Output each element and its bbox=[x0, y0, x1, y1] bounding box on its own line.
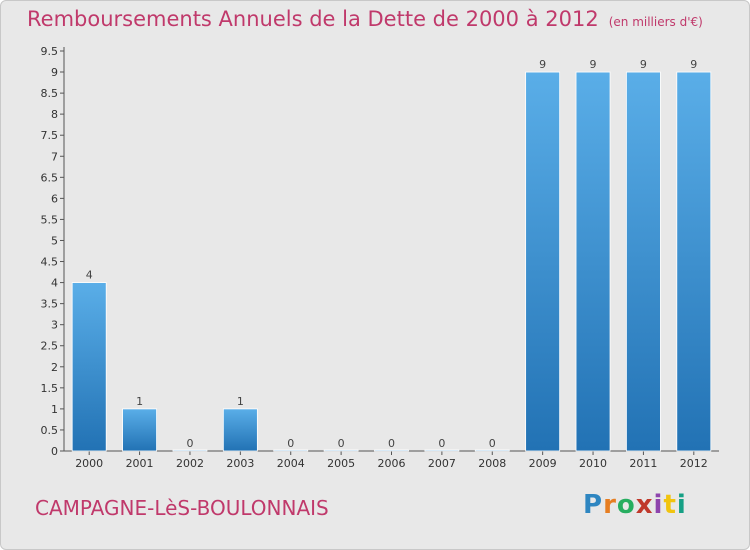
value-label-2005: 0 bbox=[338, 437, 345, 450]
value-label-2004: 0 bbox=[287, 437, 294, 450]
value-label-2008: 0 bbox=[489, 437, 496, 450]
commune-name: CAMPAGNE-LèS-BOULONNAIS bbox=[35, 496, 329, 520]
x-tick-label-2011: 2011 bbox=[629, 457, 657, 470]
x-tick-label-2010: 2010 bbox=[579, 457, 607, 470]
chart-labels: 4 1 0 1 0 0 0 0 0 9 9 9 9 bbox=[86, 58, 698, 450]
logo-letter: i bbox=[653, 490, 664, 520]
bar-2010 bbox=[575, 71, 611, 452]
x-tick-label-2007: 2007 bbox=[428, 457, 456, 470]
bar-2009 bbox=[525, 71, 561, 452]
chart-title-text: Remboursements Annuels de la Dette de 20… bbox=[27, 7, 599, 31]
chart-unit: (en milliers d'€) bbox=[608, 15, 703, 29]
bar-2002 bbox=[172, 449, 208, 452]
y-tick-label: 3 bbox=[51, 319, 58, 332]
x-tick-label-2004: 2004 bbox=[277, 457, 305, 470]
value-label-2000: 4 bbox=[86, 269, 93, 282]
logo-letter: r bbox=[603, 490, 617, 520]
bar-2001 bbox=[122, 408, 157, 452]
bar-2012 bbox=[676, 71, 712, 452]
y-tick-label: 4.5 bbox=[41, 256, 59, 269]
y-tick-label: 8 bbox=[51, 108, 58, 121]
y-tick-label: 2.5 bbox=[41, 340, 59, 353]
value-label-2006: 0 bbox=[388, 437, 395, 450]
x-tick-label-2000: 2000 bbox=[75, 457, 103, 470]
bar-2006 bbox=[374, 449, 409, 452]
x-tick-label-2002: 2002 bbox=[176, 457, 204, 470]
y-tick-label: 1 bbox=[51, 403, 58, 416]
x-tick-label-2003: 2003 bbox=[226, 457, 254, 470]
logo-letter: o bbox=[616, 490, 636, 520]
logo-letter: x bbox=[635, 490, 654, 520]
proxiti-logo: Proxiti bbox=[583, 490, 687, 520]
value-label-2009: 9 bbox=[539, 58, 546, 71]
bar-2008 bbox=[474, 449, 510, 452]
x-tick-label-2006: 2006 bbox=[378, 457, 406, 470]
y-tick-label: 5.5 bbox=[41, 213, 59, 226]
y-tick-label: 9.5 bbox=[41, 45, 59, 58]
y-tick-label: 6 bbox=[51, 192, 58, 205]
x-tick-label-2012: 2012 bbox=[680, 457, 708, 470]
y-tick-label: 1.5 bbox=[41, 382, 59, 395]
value-label-2001: 1 bbox=[136, 395, 143, 408]
logo-letter: t bbox=[663, 490, 677, 520]
value-label-2003: 1 bbox=[237, 395, 244, 408]
x-tick-label-2005: 2005 bbox=[327, 457, 355, 470]
value-label-2011: 9 bbox=[640, 58, 647, 71]
y-tick-label: 7 bbox=[51, 150, 58, 163]
bar-2005 bbox=[323, 449, 359, 452]
bar-2011 bbox=[626, 71, 661, 452]
chart-axes: 0 0.5 1 1.5 2 2.5 3 3.5 4 4.5 5 5.5 6 6.5 7 7.5 8 8.5 9 9.5… bbox=[41, 45, 719, 470]
bar-2003 bbox=[222, 408, 258, 452]
x-tick-label-2009: 2009 bbox=[529, 457, 557, 470]
value-label-2002: 0 bbox=[186, 437, 193, 450]
value-label-2010: 9 bbox=[590, 58, 597, 71]
x-tick-label-2001: 2001 bbox=[126, 457, 154, 470]
bar-2000 bbox=[71, 282, 107, 452]
bar-2007 bbox=[424, 449, 460, 452]
y-tick-label: 8.5 bbox=[41, 87, 59, 100]
value-label-2012: 9 bbox=[690, 58, 697, 71]
y-tick-label: 3.5 bbox=[41, 298, 59, 311]
logo-letter: P bbox=[583, 490, 604, 520]
bar-2004 bbox=[273, 449, 309, 452]
y-tick-label: 6.5 bbox=[41, 171, 59, 184]
y-tick-label: 5 bbox=[51, 234, 58, 247]
value-label-2007: 0 bbox=[438, 437, 445, 450]
y-tick-label: 0.5 bbox=[41, 424, 59, 437]
y-tick-label: 7.5 bbox=[41, 129, 59, 142]
x-tick-label-2008: 2008 bbox=[478, 457, 506, 470]
y-tick-label: 0 bbox=[51, 445, 58, 458]
logo-letter: i bbox=[676, 490, 687, 520]
y-tick-label: 4 bbox=[51, 277, 58, 290]
y-tick-label: 2 bbox=[51, 361, 58, 374]
y-tick-label: 9 bbox=[51, 66, 58, 79]
chart-title: Remboursements Annuels de la Dette de 20… bbox=[27, 7, 703, 31]
chart-bars bbox=[71, 71, 712, 452]
